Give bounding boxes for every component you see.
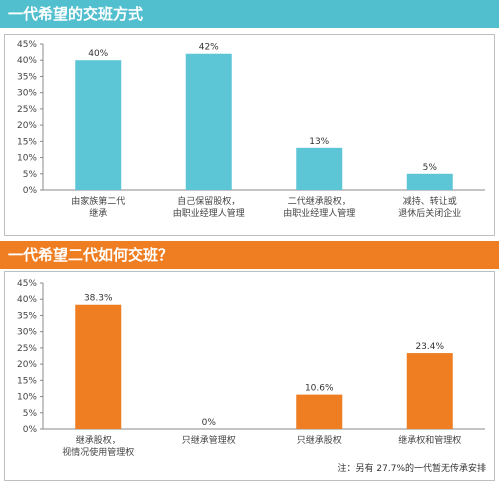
bar — [185, 53, 232, 190]
y-tick-label: 5% — [23, 170, 38, 180]
y-tick-label: 40% — [17, 56, 37, 66]
bar-value-label: 38.3% — [84, 294, 113, 304]
bar-value-label: 42% — [199, 43, 219, 53]
y-tick-label: 35% — [17, 72, 37, 82]
y-tick-label: 45% — [17, 40, 37, 50]
chart-area: 0% 5% 10% 15% 20% 25% 30% 35% 40% 45% 38.3% 继承股权， 视情… — [4, 271, 495, 481]
bar-chart-handover-expectations: 0% 5% 10% 15% 20% 25% 30% 35% 40% 45% 38.3% 继承股权，视情… — [17, 279, 485, 458]
chart-area: 0% 5% 10% 15% 20% 25% 30% 35% 40% 45% 40% 由家族第二代 继承 4… — [4, 34, 495, 236]
y-tick-label: 10% — [17, 393, 37, 403]
bar — [75, 304, 122, 429]
y-tick-label: 20% — [17, 360, 37, 370]
bar-value-label: 40% — [88, 49, 108, 59]
category-label: 由职业经理人管理 — [173, 207, 245, 219]
y-tick-label: 5% — [23, 409, 38, 419]
y-tick-label: 15% — [17, 376, 37, 386]
category-label: 二代继承股权， — [288, 195, 351, 207]
y-tick-label: 35% — [17, 311, 37, 321]
category-label: 只继承管理权 — [182, 434, 236, 446]
y-tick-label: 0% — [23, 186, 38, 196]
y-tick-label: 25% — [17, 344, 37, 354]
bar-value-label: 5% — [423, 163, 438, 173]
chart-panel-handover-expectations: 一代希望二代如何交班？ 0% 5% 10% 15% 20% 25% 30% 35% 40% 45%… — [0, 241, 499, 483]
bar-value-label: 0% — [202, 418, 217, 428]
y-tick-label: 15% — [17, 137, 37, 147]
chart-footnote: 注：另有 27.7%的一代暂无传承安排 — [337, 464, 486, 474]
y-tick-label: 0% — [23, 425, 38, 435]
bar — [296, 394, 343, 429]
y-tick-label: 25% — [17, 105, 37, 115]
chart-panel-transfer-methods: 一代希望的交班方式 0% 5% 10% 15% 20% 25% 30% 35% 40% 45% 40… — [0, 0, 499, 236]
bar — [296, 147, 343, 190]
category-label: 只继承股权 — [297, 434, 342, 446]
category-label: 自己保留股权， — [177, 195, 240, 207]
bar-value-label: 13% — [309, 137, 329, 147]
category-label: 继承股权， — [76, 434, 121, 446]
category-label: 由家族第二代 — [71, 195, 125, 207]
bar-value-label: 23.4% — [415, 342, 444, 352]
bar — [75, 60, 122, 190]
bar-value-label: 10.6% — [305, 384, 334, 394]
chart-title-banner: 一代希望的交班方式 — [0, 0, 499, 28]
chart-title-banner: 一代希望二代如何交班？ — [0, 241, 499, 269]
category-label: 视情况使用管理权 — [62, 446, 134, 458]
y-tick-label: 30% — [17, 328, 37, 338]
bar — [406, 353, 453, 429]
category-label: 减持、转让或 — [403, 195, 457, 207]
y-tick-label: 30% — [17, 89, 37, 99]
category-label: 退休后关闭企业 — [398, 207, 461, 219]
y-tick-label: 10% — [17, 154, 37, 164]
y-tick-label: 40% — [17, 295, 37, 305]
category-label: 继承 — [89, 207, 107, 219]
y-tick-label: 20% — [17, 121, 37, 131]
category-label: 由职业经理人管理 — [283, 207, 355, 219]
bar — [406, 173, 453, 190]
category-label: 继承权和管理权 — [398, 434, 461, 446]
y-tick-label: 45% — [17, 279, 37, 289]
